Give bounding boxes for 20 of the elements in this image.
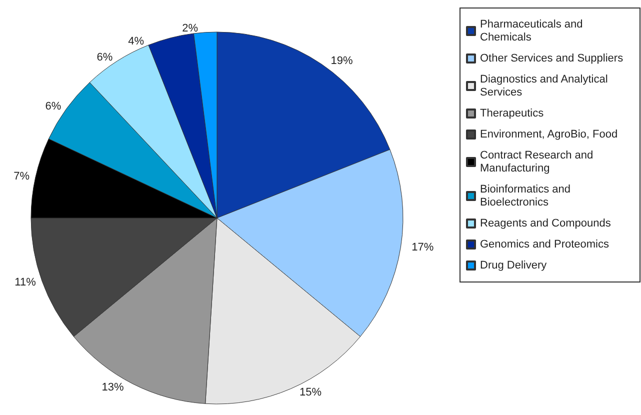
data-label: 4%	[128, 35, 144, 48]
legend-label: Bioinformatics and Bioelectronics	[480, 184, 574, 208]
data-label: 11%	[14, 276, 36, 288]
data-label: 17%	[412, 242, 434, 254]
data-label: 2%	[182, 22, 198, 34]
data-label: 6%	[96, 52, 113, 64]
legend-label: Contract Research and Manufacturing	[480, 150, 596, 174]
data-label: 15%	[299, 386, 322, 398]
legend-label: Other Services and Suppliers	[480, 52, 624, 64]
legend-label: Drug Delivery	[480, 260, 548, 272]
legend-label: Pharmaceuticals and Chemicals	[480, 18, 586, 44]
legend-label: Therapeutics	[480, 108, 544, 120]
data-label: 6%	[45, 100, 62, 112]
data-label: 19%	[330, 54, 354, 67]
legend-label: Reagents and Compounds	[480, 218, 612, 230]
legend-label: Diagnostics and Analytical Services	[480, 74, 611, 98]
legend-label: Genomics and Proteomics	[480, 238, 610, 250]
data-label: 13%	[102, 381, 124, 394]
data-label: 7%	[14, 170, 30, 183]
legend-label: Environment, AgroBio, Food	[480, 128, 618, 140]
